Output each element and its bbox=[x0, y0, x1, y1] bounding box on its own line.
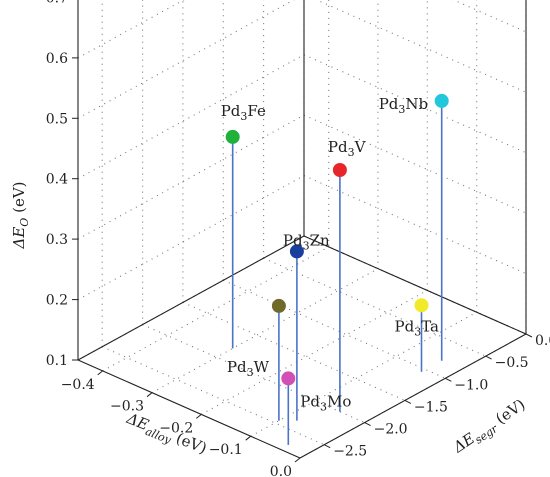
label-pd3nb: Pd3Nb bbox=[379, 95, 428, 116]
point-pd3fe bbox=[225, 129, 240, 144]
x-tick-mark bbox=[294, 457, 301, 463]
grid-wall-right-h bbox=[315, 0, 527, 93]
grid-wall-left-h bbox=[77, 0, 185, 59]
box-edge bbox=[299, 333, 527, 459]
point-labels: Pd3Nb Pd3V Pd3Fe Pd3Zn Pd3W Pd3Ta Pd3Mo bbox=[221, 95, 440, 413]
z-tick-label: 0.2 bbox=[46, 293, 68, 309]
box-edge bbox=[303, 235, 527, 335]
z-tick-label: 0.7 bbox=[46, 0, 68, 6]
grid-wall-right-h bbox=[303, 175, 527, 275]
z-axis-title: ΔEO (eV) bbox=[10, 181, 31, 249]
point-pd3v bbox=[332, 163, 347, 177]
x-tick-mark bbox=[195, 414, 202, 419]
label-pd3w: Pd3W bbox=[227, 358, 270, 379]
box-edge bbox=[77, 359, 301, 459]
y-tick-mark bbox=[525, 333, 533, 338]
y-tick-mark bbox=[323, 444, 331, 449]
grid-floor-x bbox=[201, 289, 428, 415]
x-tick-label: −0.3 bbox=[110, 399, 144, 415]
y-axis-title: ΔEsegr (eV) bbox=[449, 395, 530, 459]
z-tick-label: 0.4 bbox=[46, 172, 68, 188]
z-tick-label: 0.1 bbox=[46, 353, 68, 369]
grid-wall-left-h bbox=[77, 175, 305, 301]
label-pd3ta: Pd3Ta bbox=[395, 317, 440, 338]
x-tick-mark bbox=[146, 392, 153, 398]
point-pd3zn bbox=[289, 244, 304, 259]
point-stems bbox=[231, 100, 443, 445]
point-pd3nb bbox=[434, 93, 449, 108]
z-tick-label: 0.6 bbox=[46, 51, 68, 67]
axes-box bbox=[77, 0, 527, 459]
x-tick-label: −0.2 bbox=[159, 420, 193, 436]
x-tick-mark bbox=[245, 435, 252, 441]
y-tick-label: 0.0 bbox=[535, 333, 550, 349]
y-tick-mark bbox=[364, 422, 371, 427]
grid-wall-left-h bbox=[77, 54, 305, 180]
box-edge bbox=[77, 235, 305, 361]
x-tick-label: −0.4 bbox=[61, 377, 95, 393]
y-tick-mark bbox=[445, 377, 452, 382]
label-pd3mo: Pd3Mo bbox=[300, 392, 351, 413]
y-tick-label: −2.0 bbox=[374, 422, 408, 438]
x-axis-title: ΔEalloy (eV) bbox=[122, 409, 209, 460]
grid-wall-left-h bbox=[77, 0, 295, 119]
point-pd3ta bbox=[414, 298, 429, 313]
y-tick-label: −1.0 bbox=[454, 377, 488, 393]
z-tick-label: 0.3 bbox=[46, 232, 68, 248]
point-pd3w bbox=[271, 298, 286, 313]
grid-floor-x bbox=[102, 246, 329, 372]
y-tick-label: −2.5 bbox=[333, 444, 367, 460]
z-tick-label: 0.5 bbox=[46, 111, 68, 127]
grid-floor-x bbox=[151, 268, 379, 394]
y-tick-mark bbox=[404, 399, 412, 404]
y-tick-label: −1.5 bbox=[414, 399, 448, 415]
axis-titles: ΔEO (eV) ΔEalloy (eV) ΔEsegr (eV) bbox=[10, 181, 530, 460]
x-tick-label: 0.0 bbox=[270, 464, 292, 477]
tick-labels: 0.10.20.30.40.50.60.70.8−0.4−0.3−0.2−0.1… bbox=[46, 0, 550, 477]
y-tick-mark bbox=[485, 355, 492, 360]
grid-wall-left-h bbox=[77, 114, 305, 240]
point-pd3mo bbox=[281, 371, 296, 386]
grid-floor-y bbox=[182, 301, 406, 401]
y-tick-label: −0.5 bbox=[495, 355, 529, 371]
label-pd3v: Pd3V bbox=[328, 138, 367, 159]
grid-wall-right-h bbox=[452, 0, 527, 33]
data-points bbox=[225, 93, 449, 386]
x-tick-mark bbox=[97, 370, 104, 376]
label-pd3zn: Pd3Zn bbox=[283, 231, 330, 252]
label-pd3fe: Pd3Fe bbox=[221, 102, 266, 123]
x-tick-label: −0.1 bbox=[209, 442, 243, 458]
